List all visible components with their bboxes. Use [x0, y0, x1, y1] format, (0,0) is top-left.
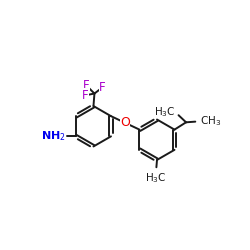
Text: F: F: [83, 79, 90, 92]
Text: F: F: [99, 81, 106, 94]
Text: NH$_2$: NH$_2$: [41, 130, 66, 143]
Text: H$_3$C: H$_3$C: [154, 106, 176, 119]
Text: H$_3$C: H$_3$C: [145, 172, 167, 185]
Text: CH$_3$: CH$_3$: [200, 114, 221, 128]
Text: O: O: [120, 116, 130, 130]
Text: F: F: [82, 89, 88, 102]
